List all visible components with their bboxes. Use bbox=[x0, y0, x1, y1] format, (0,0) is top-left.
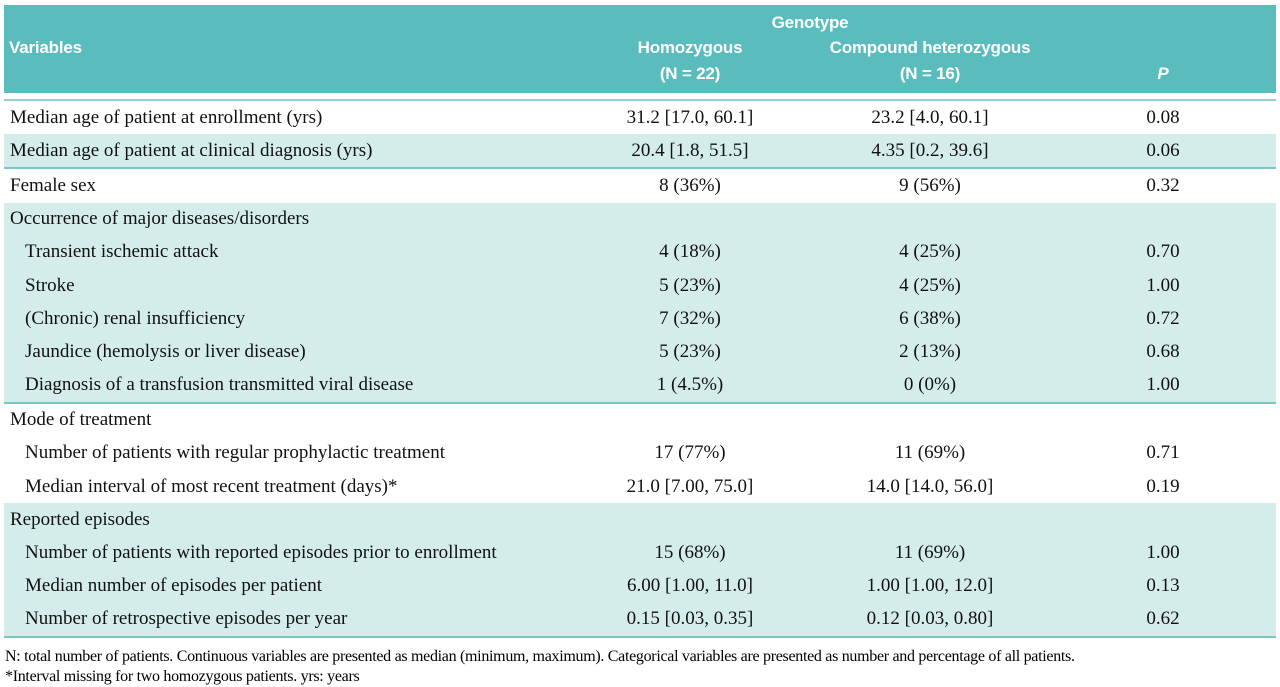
cell-p: 0.19 bbox=[1146, 475, 1180, 497]
cell-homozygous: 20.4 [1.8, 51.5] bbox=[631, 139, 749, 161]
cell-p: 0.08 bbox=[1146, 106, 1180, 128]
cell-compound: 11 (69%) bbox=[894, 442, 966, 464]
header-compound-n: (N = 16) bbox=[899, 64, 961, 83]
table-row: Median interval of most recent treatment… bbox=[4, 470, 1276, 503]
cell-homozygous: 1 (4.5%) bbox=[656, 374, 724, 396]
cell-compound: 4 (25%) bbox=[899, 241, 961, 263]
cell-p: 0.32 bbox=[1146, 174, 1180, 196]
table-row: Number of patients with reported episode… bbox=[4, 536, 1276, 569]
cell-compound: 11 (69%) bbox=[894, 542, 966, 564]
header-variables: Variables bbox=[9, 38, 82, 57]
cell-p: 1.00 bbox=[1146, 374, 1180, 396]
cell-variable: Occurrence of major diseases/disorders bbox=[10, 208, 310, 230]
table-row: Number of retrospective episodes per yea… bbox=[4, 603, 1276, 636]
table-row: Diagnosis of a transfusion transmitted v… bbox=[4, 369, 1276, 402]
table-row: Reported episodes bbox=[4, 503, 1276, 536]
header-genotype: Genotype bbox=[771, 13, 849, 32]
cell-variable: Median number of episodes per patient bbox=[25, 575, 323, 597]
cell-compound: 4 (25%) bbox=[899, 274, 961, 296]
table-row: (Chronic) renal insufficiency 7 (32%) 6 (3… bbox=[4, 302, 1276, 335]
cell-p: 0.71 bbox=[1146, 442, 1180, 464]
cell-p: 0.62 bbox=[1146, 608, 1180, 630]
cell-p: 1.00 bbox=[1146, 542, 1180, 564]
cell-homozygous: 5 (23%) bbox=[659, 274, 721, 296]
cell-compound: 14.0 [14.0, 56.0] bbox=[866, 475, 994, 497]
cell-compound: 9 (56%) bbox=[899, 174, 961, 196]
cell-homozygous: 31.2 [17.0, 60.1] bbox=[626, 106, 754, 128]
cell-variable: Median age of patient at enrollment (yrs… bbox=[10, 106, 323, 128]
cell-compound: 0.12 [0.03, 0.80] bbox=[866, 608, 994, 630]
footnote-line: N: total number of patients. Continuous … bbox=[5, 648, 1075, 665]
cell-homozygous: 17 (77%) bbox=[654, 442, 726, 464]
cell-variable: Female sex bbox=[10, 174, 97, 196]
cell-variable: Transient ischemic attack bbox=[25, 241, 219, 263]
footnote-line: *Interval missing for two homozygous pat… bbox=[5, 668, 360, 685]
cell-homozygous: 21.0 [7.00, 75.0] bbox=[626, 475, 754, 497]
cell-homozygous: 8 (36%) bbox=[659, 174, 721, 196]
cell-p: 0.06 bbox=[1146, 139, 1180, 161]
table-row: Occurrence of major diseases/disorders bbox=[4, 203, 1276, 236]
header-divider-line bbox=[4, 99, 1276, 101]
footnotes: N: total number of patients. Continuous … bbox=[4, 647, 1276, 687]
cell-compound: 2 (13%) bbox=[899, 340, 961, 362]
cell-compound: 6 (38%) bbox=[899, 307, 961, 329]
cell-compound: 0 (0%) bbox=[903, 374, 957, 396]
header-homozygous: Homozygous bbox=[637, 38, 743, 57]
row-group: Female sex 8 (36%) 9 (56%) 0.32 bbox=[4, 169, 1276, 203]
header-p: P bbox=[1157, 64, 1169, 83]
cell-homozygous: 0.15 [0.03, 0.35] bbox=[626, 608, 754, 630]
table-row: Median age of patient at clinical diagno… bbox=[4, 134, 1276, 167]
cell-compound: 4.35 [0.2, 39.6] bbox=[871, 139, 989, 161]
table-row: Number of patients with regular prophyla… bbox=[4, 437, 1276, 470]
table-row: Mode of treatment bbox=[4, 404, 1276, 437]
table-row: Female sex 8 (36%) 9 (56%) 0.32 bbox=[4, 169, 1276, 202]
cell-p: 0.72 bbox=[1146, 307, 1180, 329]
cell-variable: Number of retrospective episodes per yea… bbox=[25, 608, 348, 630]
header-homozygous-n: (N = 22) bbox=[659, 64, 721, 83]
cell-p: 0.70 bbox=[1146, 241, 1180, 263]
cell-variable: (Chronic) renal insufficiency bbox=[25, 307, 246, 329]
cell-variable: Number of patients with regular prophyla… bbox=[25, 442, 445, 464]
cell-homozygous: 4 (18%) bbox=[659, 241, 721, 263]
row-group: Median age of patient at clinical diagno… bbox=[4, 134, 1276, 170]
cell-variable: Median age of patient at clinical diagno… bbox=[10, 139, 373, 161]
cell-variable: Jaundice (hemolysis or liver disease) bbox=[25, 340, 306, 362]
row-group: Mode of treatment Number of patients with… bbox=[4, 403, 1276, 504]
cell-variable: Reported episodes bbox=[10, 508, 150, 530]
table-row: Transient ischemic attack 4 (18%) 4 (25%) 0… bbox=[4, 236, 1276, 269]
cell-variable: Number of patients with reported episode… bbox=[25, 542, 497, 564]
cell-variable: Mode of treatment bbox=[10, 409, 152, 431]
cell-compound: 23.2 [4.0, 60.1] bbox=[871, 106, 989, 128]
cell-compound: 1.00 [1.00, 12.0] bbox=[866, 575, 994, 597]
cell-variable: Diagnosis of a transfusion transmitted v… bbox=[25, 374, 414, 396]
cell-p: 0.68 bbox=[1146, 340, 1180, 362]
cell-variable: Median interval of most recent treatment… bbox=[25, 475, 398, 497]
table-header: Genotype Variables Homozygous Compound h… bbox=[4, 5, 1276, 93]
table-row: Stroke 5 (23%) 4 (25%) 1.00 bbox=[4, 269, 1276, 302]
table-row: Median age of patient at enrollment (yrs… bbox=[4, 101, 1276, 134]
row-group: Occurrence of major diseases/disorders Tr… bbox=[4, 202, 1276, 404]
row-group: Median age of patient at enrollment (yrs… bbox=[4, 101, 1276, 135]
header-compound: Compound heterozygous bbox=[829, 38, 1031, 57]
cell-p: 0.13 bbox=[1146, 575, 1180, 597]
table-row: Median number of episodes per patient 6.0… bbox=[4, 570, 1276, 603]
cell-homozygous: 7 (32%) bbox=[659, 307, 721, 329]
table-row: Jaundice (hemolysis or liver disease) 5 (… bbox=[4, 335, 1276, 368]
cell-variable: Stroke bbox=[25, 274, 75, 296]
cell-homozygous: 15 (68%) bbox=[654, 542, 726, 564]
cell-p: 1.00 bbox=[1146, 274, 1180, 296]
table-body: Median age of patient at enrollment (yrs… bbox=[4, 101, 1276, 638]
cell-homozygous: 5 (23%) bbox=[659, 340, 721, 362]
row-group: Reported episodes Number of patients with… bbox=[4, 503, 1276, 638]
cell-homozygous: 6.00 [1.00, 11.0] bbox=[627, 575, 753, 597]
